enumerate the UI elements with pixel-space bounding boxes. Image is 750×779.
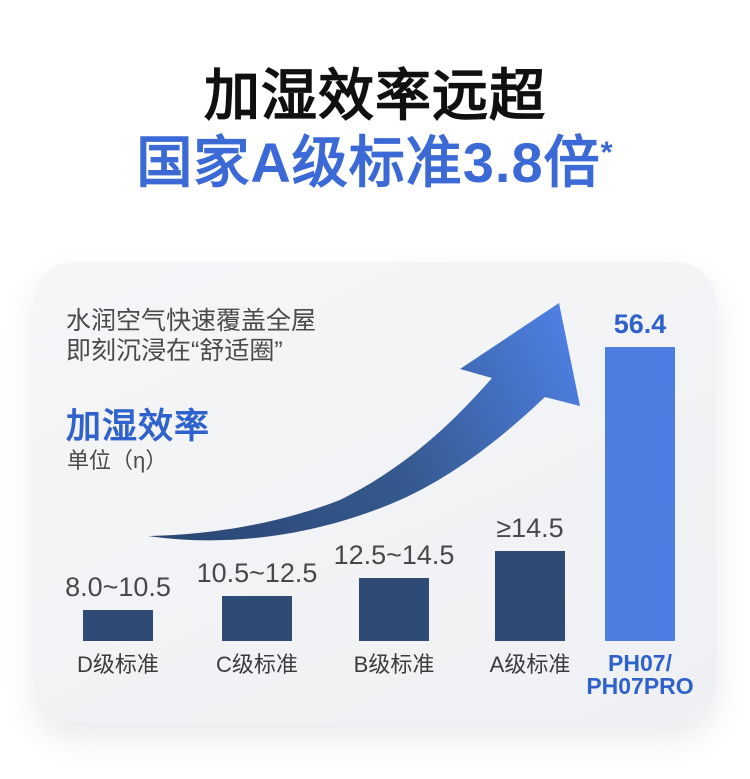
bar-a (495, 551, 565, 641)
bar-c (222, 596, 292, 641)
page-title: 加湿效率远超 国家A级标准3.8倍* (0, 62, 750, 196)
bar-group-d: 8.0~10.5 (48, 572, 188, 641)
bar-value-label: 12.5~14.5 (333, 540, 455, 570)
axis-label-c: C级标准 (216, 652, 298, 677)
footnote-asterisk: * (600, 134, 614, 170)
intro-text: 水润空气快速覆盖全屋 即刻沉浸在“舒适圈” (66, 306, 316, 366)
bar-value-label: ≥14.5 (496, 513, 564, 543)
bar-group-a: ≥14.5 (460, 513, 600, 641)
axis-label-ph07-line2: PH07PRO (586, 673, 694, 699)
bar-group-ph07: 56.4 (570, 309, 710, 641)
axis-label-b: B级标准 (353, 652, 435, 677)
axis-label-a: A级标准 (489, 652, 571, 677)
title-line1: 加湿效率远超 (204, 64, 546, 127)
axis-label-d: D级标准 (77, 652, 159, 677)
bar-value-label: 8.0~10.5 (65, 572, 171, 602)
bar-group-b: 12.5~14.5 (324, 540, 464, 641)
bar-value-label: 10.5~12.5 (196, 558, 318, 588)
axis-label-ph07: PH07/ PH07PRO (570, 652, 710, 698)
title-line2: 国家A级标准3.8倍* (0, 129, 750, 196)
title-line2-text: 国家A级标准3.8倍 (136, 131, 601, 194)
metric-unit: 单位（η） (67, 448, 168, 473)
metric-title: 加湿效率 (66, 407, 211, 446)
bar-b (359, 578, 429, 641)
chart-card: 水润空气快速覆盖全屋 即刻沉浸在“舒适圈” 加湿效率 单位（η） 8.0~10.… (34, 262, 716, 722)
bar-value-label-highlight: 56.4 (613, 309, 667, 339)
growth-arrow-icon (148, 303, 580, 541)
bar-ph07 (605, 347, 675, 641)
bar-d (83, 610, 153, 641)
intro-line1: 水润空气快速覆盖全屋 (66, 307, 317, 335)
bar-group-c: 10.5~12.5 (187, 558, 327, 641)
axis-label-ph07-line1: PH07/ (608, 650, 672, 676)
intro-line2: 即刻沉浸在“舒适圈” (66, 337, 283, 365)
